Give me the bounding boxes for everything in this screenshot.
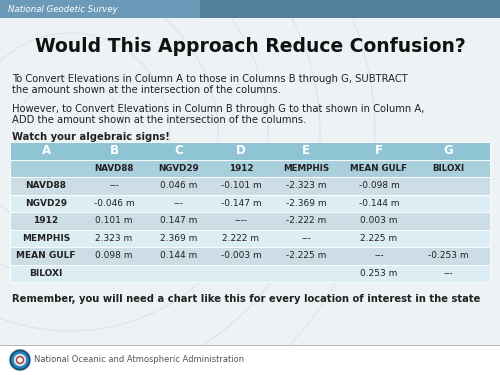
Text: MEMPHIS: MEMPHIS bbox=[283, 164, 329, 173]
Text: NAVD88: NAVD88 bbox=[26, 181, 66, 190]
Text: ---: --- bbox=[301, 234, 311, 243]
Text: -0.101 m: -0.101 m bbox=[220, 181, 262, 190]
Text: 0.046 m: 0.046 m bbox=[160, 181, 197, 190]
Text: 0.144 m: 0.144 m bbox=[160, 251, 197, 260]
Text: F: F bbox=[375, 144, 383, 157]
Circle shape bbox=[18, 358, 22, 362]
Text: 2.369 m: 2.369 m bbox=[160, 234, 197, 243]
Text: -0.253 m: -0.253 m bbox=[428, 251, 469, 260]
Bar bbox=[10, 195, 490, 212]
Text: -0.144 m: -0.144 m bbox=[359, 199, 399, 208]
Text: ADD the amount shown at the intersection of the columns.: ADD the amount shown at the intersection… bbox=[12, 115, 306, 125]
Bar bbox=[10, 177, 490, 195]
Text: -2.222 m: -2.222 m bbox=[286, 216, 326, 225]
Circle shape bbox=[16, 357, 24, 363]
Text: Remember, you will need a chart like this for every location of interest in the : Remember, you will need a chart like thi… bbox=[12, 294, 480, 304]
Text: -2.323 m: -2.323 m bbox=[286, 181, 326, 190]
Text: 1912: 1912 bbox=[34, 216, 58, 225]
Text: -2.225 m: -2.225 m bbox=[286, 251, 326, 260]
Text: ---: --- bbox=[444, 269, 454, 278]
Bar bbox=[0, 0, 500, 18]
Text: 2.323 m: 2.323 m bbox=[96, 234, 132, 243]
Text: BILOXI: BILOXI bbox=[30, 269, 62, 278]
Text: D: D bbox=[236, 144, 246, 157]
Text: National Oceanic and Atmospheric Administration: National Oceanic and Atmospheric Adminis… bbox=[34, 356, 244, 364]
Bar bbox=[10, 159, 490, 177]
Text: 2.222 m: 2.222 m bbox=[222, 234, 260, 243]
Text: 0.003 m: 0.003 m bbox=[360, 216, 398, 225]
Text: -0.046 m: -0.046 m bbox=[94, 199, 134, 208]
Bar bbox=[10, 264, 490, 282]
Circle shape bbox=[10, 350, 30, 370]
Text: 0.253 m: 0.253 m bbox=[360, 269, 398, 278]
Text: Watch your algebraic signs!: Watch your algebraic signs! bbox=[12, 132, 170, 142]
Text: -0.098 m: -0.098 m bbox=[358, 181, 400, 190]
Text: B: B bbox=[110, 144, 118, 157]
Text: C: C bbox=[174, 144, 183, 157]
Circle shape bbox=[12, 352, 28, 368]
Text: ---: --- bbox=[374, 251, 384, 260]
Text: G: G bbox=[444, 144, 454, 157]
Bar bbox=[10, 247, 490, 264]
Text: the amount shown at the intersection of the columns.: the amount shown at the intersection of … bbox=[12, 85, 281, 95]
Bar bbox=[0, 345, 500, 375]
Text: -2.369 m: -2.369 m bbox=[286, 199, 327, 208]
Text: ----: ---- bbox=[234, 216, 248, 225]
Text: E: E bbox=[302, 144, 310, 157]
Text: 0.147 m: 0.147 m bbox=[160, 216, 197, 225]
Text: However, to Convert Elevations in Column B through G to that shown in Column A,: However, to Convert Elevations in Column… bbox=[12, 104, 424, 114]
Text: ---: --- bbox=[174, 199, 184, 208]
Circle shape bbox=[14, 354, 26, 366]
Bar bbox=[10, 212, 490, 230]
Text: MEMPHIS: MEMPHIS bbox=[22, 234, 70, 243]
Text: 2.225 m: 2.225 m bbox=[360, 234, 398, 243]
Text: National Geodetic Survey: National Geodetic Survey bbox=[8, 4, 118, 13]
Text: -0.003 m: -0.003 m bbox=[220, 251, 262, 260]
Text: MEAN GULF: MEAN GULF bbox=[350, 164, 408, 173]
Text: MEAN GULF: MEAN GULF bbox=[16, 251, 76, 260]
Text: -0.147 m: -0.147 m bbox=[220, 199, 262, 208]
Text: NAVD88: NAVD88 bbox=[94, 164, 134, 173]
Bar bbox=[10, 142, 490, 159]
Text: Would This Approach Reduce Confusion?: Would This Approach Reduce Confusion? bbox=[34, 36, 466, 56]
Text: 0.101 m: 0.101 m bbox=[95, 216, 133, 225]
Text: A: A bbox=[42, 144, 50, 157]
Text: ---: --- bbox=[109, 181, 119, 190]
Bar bbox=[10, 230, 490, 247]
Text: To Convert Elevations in Column A to those in Columns B through G, SUBTRACT: To Convert Elevations in Column A to tho… bbox=[12, 74, 408, 84]
Text: NGVD29: NGVD29 bbox=[158, 164, 199, 173]
Text: NGVD29: NGVD29 bbox=[25, 199, 67, 208]
Text: BILOXI: BILOXI bbox=[432, 164, 464, 173]
Text: 1912: 1912 bbox=[229, 164, 254, 173]
Text: 0.098 m: 0.098 m bbox=[95, 251, 133, 260]
Bar bbox=[200, 0, 500, 18]
